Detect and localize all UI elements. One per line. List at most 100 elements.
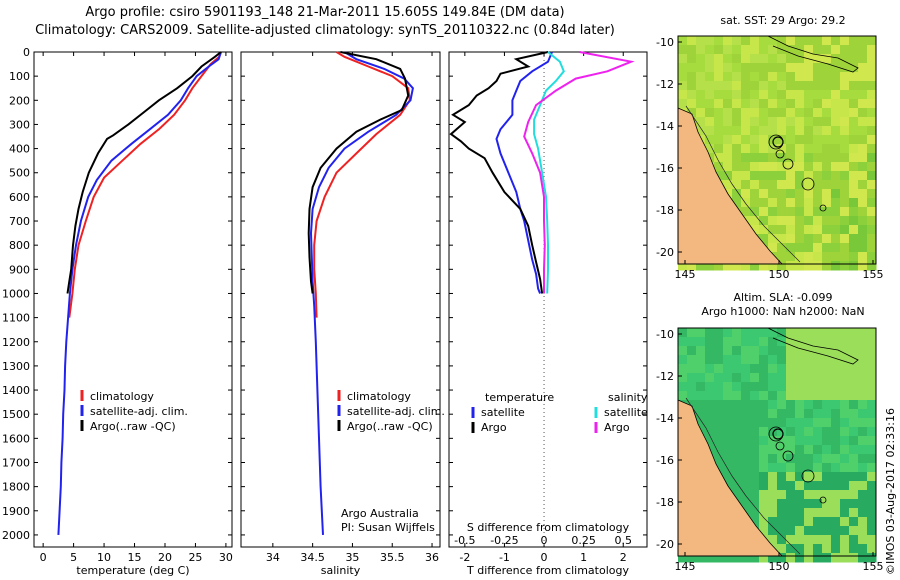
depth-tick-label: 1300 <box>2 360 30 373</box>
sla-map-cell <box>768 517 778 527</box>
sla-map-cell <box>678 337 688 347</box>
sla-map-cell <box>867 445 877 455</box>
sst-map-cell <box>849 171 859 181</box>
sst-map-cell <box>768 126 778 136</box>
sst-map-cell <box>750 198 760 208</box>
sst-map-cell <box>714 108 724 118</box>
sst-map-cell <box>831 162 841 172</box>
sla-map-cell <box>786 535 796 545</box>
temperature-profile-xtick-label: 20 <box>158 551 172 564</box>
sst-map-cell <box>804 180 814 190</box>
sst-map-cell <box>750 36 760 46</box>
sst-map-reef <box>801 177 815 191</box>
sla-map-cell <box>849 472 859 482</box>
sst-map-cell <box>813 225 823 235</box>
sla-map-cell <box>759 382 769 392</box>
sst-map-cell <box>768 36 778 46</box>
sla-map-cell <box>768 391 778 401</box>
sst-map-cell <box>840 108 850 118</box>
sst-map-cell <box>777 54 787 64</box>
sst-map-cell <box>840 36 850 46</box>
sla-map-title-line1: Altim. SLA: -0.099 <box>733 291 833 304</box>
sla-map-cell <box>741 373 751 383</box>
sst-map-cell <box>714 162 724 172</box>
sla-map-cell <box>822 373 832 383</box>
depth-tick-label: 1700 <box>2 456 30 469</box>
sst-map-cell <box>849 261 859 271</box>
sla-map-cell <box>858 364 868 374</box>
sst-map-cell <box>714 54 724 64</box>
sst-map-cell <box>741 63 751 73</box>
sla-map-cell <box>750 373 760 383</box>
sst-map-cell <box>813 171 823 181</box>
sst-map-cell <box>750 162 760 172</box>
sst-map-cell <box>687 108 697 118</box>
sla-map-cell <box>750 382 760 392</box>
sla-map-cell <box>786 391 796 401</box>
sla-map-cell <box>813 436 823 446</box>
sst-map-cell <box>804 252 814 262</box>
sla-map-cell <box>723 472 733 482</box>
sst-map-cell <box>867 108 877 118</box>
sla-map-cell <box>768 463 778 473</box>
sla-map-cell <box>795 535 805 545</box>
sst-map-cell <box>804 90 814 100</box>
sst-map-cell <box>795 72 805 82</box>
sst-map-cell <box>840 99 850 109</box>
sla-map-cell <box>804 490 814 500</box>
sst-map-cell <box>867 90 877 100</box>
sla-map-cell <box>759 463 769 473</box>
sla-map-cell <box>831 508 841 518</box>
sst-map-cell <box>822 99 832 109</box>
sst-map-png-coast <box>767 35 859 73</box>
sla-map-cell <box>696 364 706 374</box>
sst-map-cell <box>696 81 706 91</box>
sst-map-cell <box>714 63 724 73</box>
sla-map-cell <box>750 517 760 527</box>
depth-tick-label: 500 <box>9 167 30 180</box>
temperature-profile-xtick-label: 15 <box>128 551 142 564</box>
sst-map-cell <box>741 99 751 109</box>
sla-map-cell <box>768 508 778 518</box>
sst-map-cell <box>867 234 877 244</box>
sst-map-cell <box>732 99 742 109</box>
sla-map-cell <box>786 481 796 491</box>
sla-map-cell <box>822 526 832 536</box>
sla-map-cell <box>849 346 859 356</box>
sla-map-cell <box>849 391 859 401</box>
sla-map-cell <box>822 445 832 455</box>
sla-map-cell <box>723 427 733 437</box>
sst-map-cell <box>813 45 823 55</box>
sst-map-cell <box>768 207 778 217</box>
sst-map-cell <box>858 72 868 82</box>
sst-map-cell <box>786 72 796 82</box>
sla-map-cell <box>795 427 805 437</box>
sla-map-cell <box>723 364 733 374</box>
sla-map-cell <box>831 373 841 383</box>
sla-map-cell <box>804 418 814 428</box>
sla-map-cell <box>867 436 877 446</box>
sla-map-cell <box>714 391 724 401</box>
sst-map-cell <box>732 126 742 136</box>
sst-map-cell <box>705 99 715 109</box>
sla-map-cell <box>786 382 796 392</box>
sst-map-cell <box>795 243 805 253</box>
sst-map-cell <box>741 36 751 46</box>
sla-map-cell <box>768 526 778 536</box>
sla-map-cell <box>678 373 688 383</box>
sla-map-cell <box>768 364 778 374</box>
sst-map-cell <box>795 126 805 136</box>
sla-map-cell <box>741 445 751 455</box>
salinity-profile-frame <box>240 51 441 548</box>
sst-map-cell <box>768 243 778 253</box>
sla-map-cell <box>867 517 877 527</box>
sst-map-cell <box>831 144 841 154</box>
sst-map-cell <box>795 81 805 91</box>
sst-map-cell <box>678 36 688 46</box>
sst-map-cell <box>840 225 850 235</box>
sst-map-cell <box>840 54 850 64</box>
sla-map-cell <box>705 391 715 401</box>
sst-map-cell <box>759 144 769 154</box>
sst-map-ytick-label: -18 <box>656 204 674 217</box>
sla-map-cell <box>741 553 751 563</box>
